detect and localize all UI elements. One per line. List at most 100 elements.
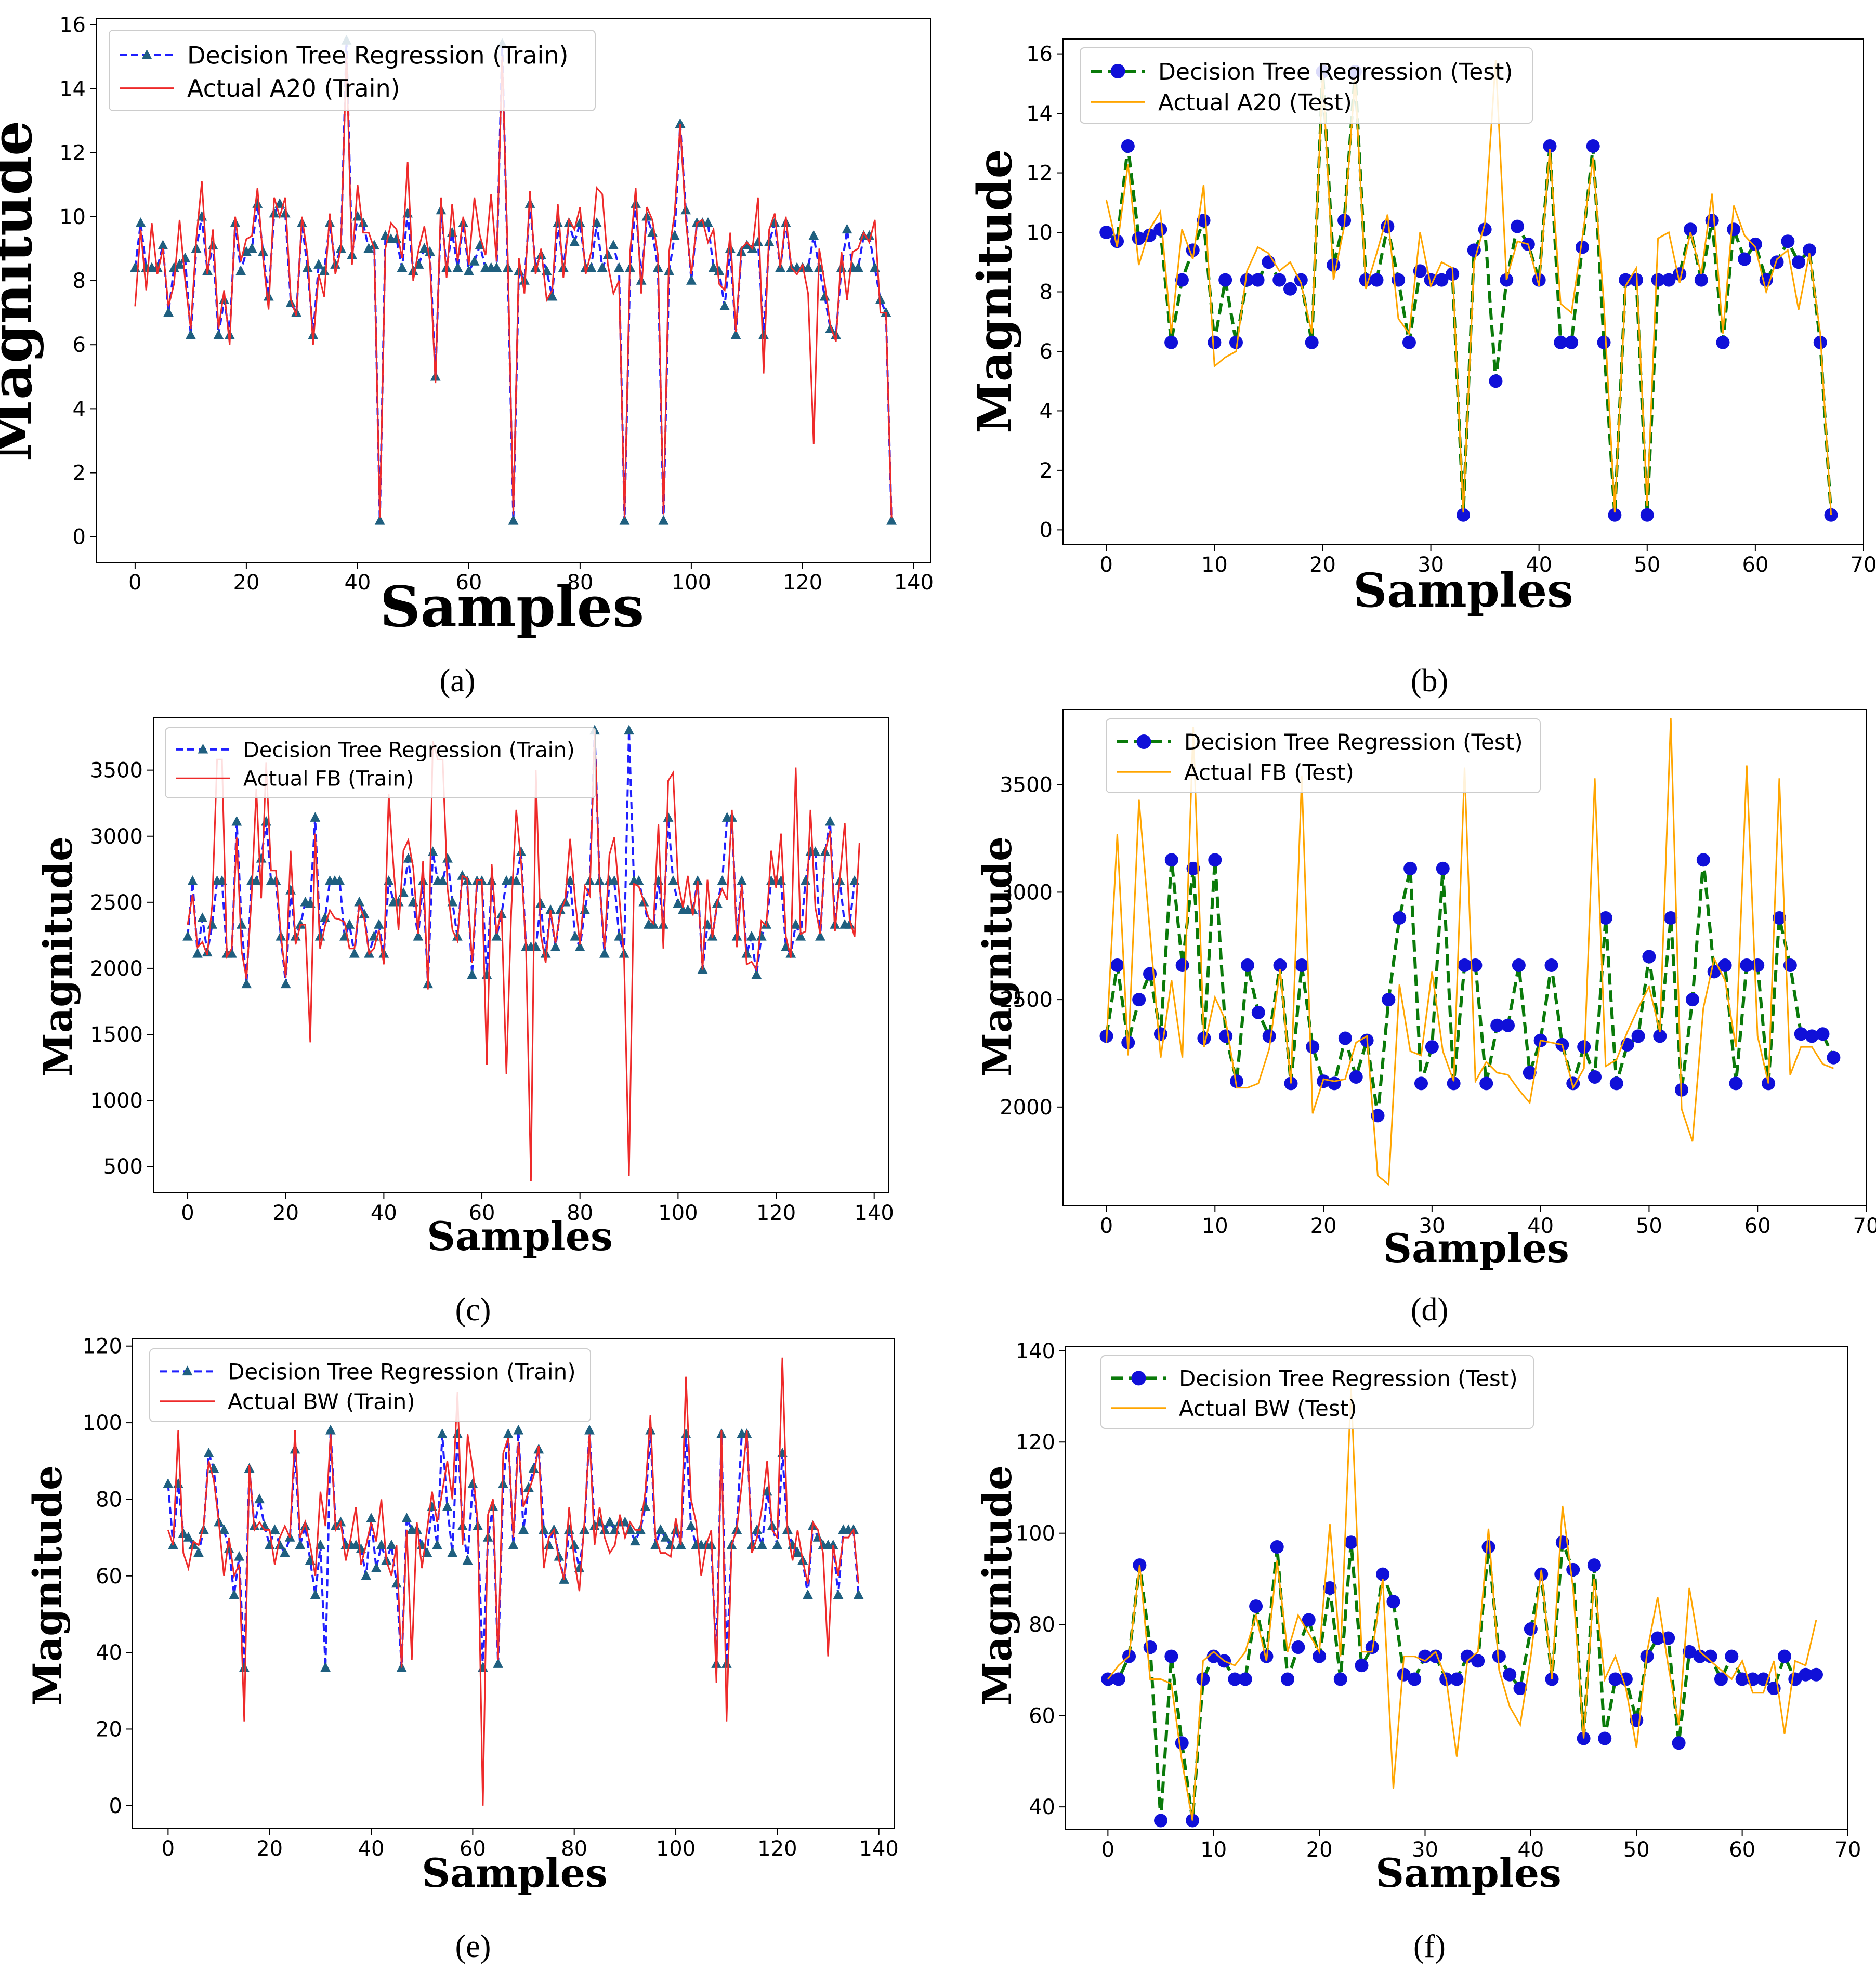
data-point (1481, 1540, 1495, 1554)
data-point (1197, 214, 1211, 228)
data-point (1816, 1027, 1830, 1041)
data-point (518, 1524, 529, 1534)
data-point (792, 1547, 803, 1557)
y-tick-label: 4 (73, 397, 86, 421)
data-point (717, 875, 728, 885)
x-tick-label: 40 (344, 571, 371, 595)
data-point (203, 1448, 214, 1457)
y-tick-label: 2500 (90, 891, 143, 915)
data-point (1751, 958, 1765, 972)
y-tick-label: 120 (1016, 1430, 1055, 1454)
chart-panel-e: 0 20 40 60 80 100 120 140 0 20 40 60 80 100 120 Samples… (24, 1335, 899, 1896)
data-point (1164, 1649, 1178, 1663)
data-point (467, 969, 478, 979)
legend-label: Decision Tree Regression (Test) (1158, 59, 1513, 85)
data-point (1694, 273, 1708, 287)
data-point (1262, 1029, 1276, 1043)
data-point (1164, 853, 1178, 867)
x-tick-label: 50 (1634, 553, 1660, 577)
data-point (1608, 508, 1622, 522)
data-point (1376, 1567, 1390, 1581)
y-tick-label: 2500 (1000, 988, 1053, 1012)
y-tick-label: 4 (1040, 399, 1053, 423)
data-point (1402, 335, 1416, 349)
x-tick-label: 60 (469, 1201, 495, 1225)
data-point (1251, 1005, 1265, 1019)
data-point (234, 1551, 244, 1561)
data-point (371, 1562, 382, 1572)
data-point (545, 904, 556, 914)
chart-panel-d: 0 10 20 30 40 50 60 70 2000 2500 3000 3500 Samples Ma… (974, 709, 1876, 1271)
y-tick-label: 10 (59, 205, 86, 229)
data-point (1323, 1581, 1337, 1595)
data-point (1651, 273, 1665, 287)
x-tick-label: 60 (1742, 553, 1768, 577)
y-tick-label: 8 (73, 269, 86, 293)
data-point (1338, 1031, 1352, 1045)
y-tick-label: 6 (1040, 340, 1053, 364)
data-point (655, 1524, 666, 1534)
data-point (174, 259, 185, 269)
legend-box (165, 727, 596, 798)
data-point (218, 1524, 229, 1534)
x-tick-label: 100 (658, 1201, 698, 1225)
data-point (1370, 273, 1384, 287)
data-point (447, 1547, 458, 1557)
data-point (280, 207, 291, 218)
data-point (630, 1535, 640, 1546)
legend-label: Decision Tree Regression (Train) (187, 42, 568, 70)
x-tick-label: 40 (1526, 553, 1552, 577)
data-point (1575, 240, 1589, 254)
data-point (1501, 1018, 1515, 1032)
data-point (686, 1520, 697, 1530)
x-tick-label: 10 (1200, 1838, 1227, 1862)
data-point (219, 294, 229, 304)
data-point (508, 1539, 519, 1549)
data-point (721, 1658, 732, 1668)
data-point (833, 1589, 844, 1599)
data-point (803, 1589, 813, 1599)
data-point (229, 1589, 240, 1599)
panel-caption: (a) (440, 663, 476, 699)
data-point (574, 1562, 585, 1572)
data-point (1175, 958, 1189, 972)
panel-caption: (b) (1411, 663, 1448, 699)
data-point (574, 941, 585, 951)
data-point (356, 1543, 366, 1553)
data-point (1598, 911, 1612, 925)
data-point (256, 852, 267, 863)
data-point (320, 1662, 331, 1672)
data-point (442, 852, 453, 863)
data-point (1164, 335, 1178, 349)
y-tick-label: 120 (83, 1335, 122, 1359)
x-tick-label: 20 (233, 571, 259, 595)
data-point (714, 265, 725, 275)
data-point (376, 1539, 387, 1549)
data-point (254, 1493, 265, 1504)
data-point (401, 1513, 412, 1522)
data-point (886, 515, 897, 525)
data-point (609, 875, 620, 885)
data-point (1735, 1672, 1749, 1686)
data-point (213, 329, 224, 339)
data-point (569, 1539, 580, 1549)
data-point (1566, 1562, 1580, 1577)
legend: Decision Tree Regression (Test) Actual BW… (1100, 1355, 1534, 1429)
legend-label: Decision Tree Regression (Test) (1179, 1366, 1518, 1391)
data-point (1313, 1649, 1327, 1663)
data-point (1642, 950, 1656, 964)
data-point (543, 1539, 554, 1549)
x-tick-label: 0 (1100, 553, 1113, 577)
data-point (730, 329, 741, 339)
data-point (251, 875, 261, 885)
data-point (658, 515, 669, 525)
legend: Decision Tree Regression (Train) Actual B… (149, 1348, 591, 1422)
data-point (1414, 1076, 1428, 1091)
data-point (508, 515, 519, 525)
data-point (1240, 273, 1254, 287)
y-axis-label: Magnitude (35, 836, 81, 1077)
y-tick-label: 60 (96, 1565, 122, 1588)
data-point (1543, 139, 1557, 153)
data-point (437, 1428, 448, 1438)
data-point (1306, 1040, 1320, 1054)
